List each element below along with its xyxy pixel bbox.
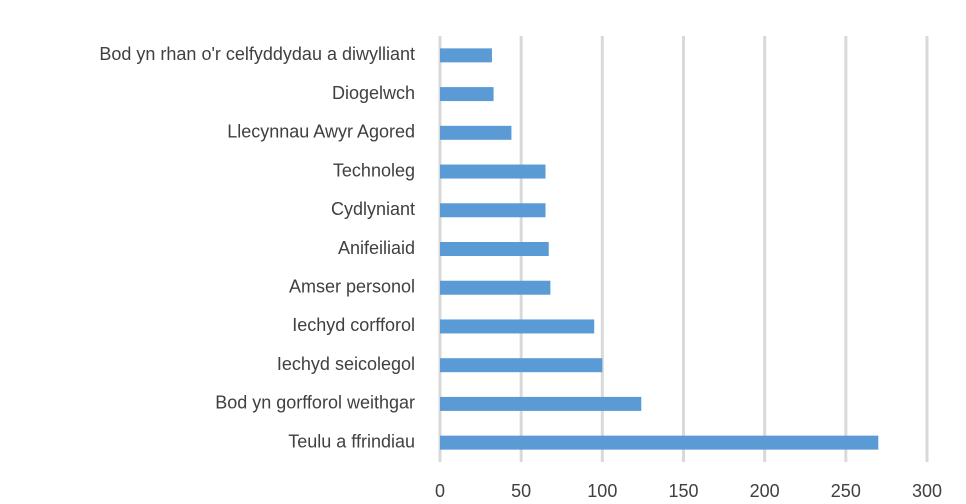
x-tick-label: 100 xyxy=(587,481,617,501)
bar xyxy=(440,87,494,102)
bar xyxy=(440,280,551,295)
x-tick-label: 300 xyxy=(912,481,942,501)
y-tick-label: Bod yn rhan o'r celfyddydau a diwylliant xyxy=(99,44,415,64)
bar xyxy=(440,125,512,140)
y-tick-label: Cydlyniant xyxy=(331,199,415,219)
y-tick-label: Teulu a ffrindiau xyxy=(288,431,415,451)
bar xyxy=(440,396,642,411)
bar xyxy=(440,319,595,334)
x-tick-label: 250 xyxy=(831,481,861,501)
y-tick-label: Bod yn gorfforol weithgar xyxy=(215,393,415,413)
bar xyxy=(440,203,546,218)
y-tick-label: Llecynnau Awyr Agored xyxy=(227,122,415,142)
y-tick-label: Anifeiliaid xyxy=(338,238,415,258)
y-tick-label: Technoleg xyxy=(333,160,415,180)
bar xyxy=(440,358,603,373)
x-tick-label: 50 xyxy=(511,481,531,501)
bar xyxy=(440,242,549,256)
y-tick-label: Iechyd seicolegol xyxy=(277,354,415,374)
y-tick-label: Diogelwch xyxy=(332,83,415,103)
bar xyxy=(440,48,492,63)
y-tick-label: Iechyd corfforol xyxy=(292,315,415,335)
x-tick-label: 0 xyxy=(435,481,445,501)
x-tick-label: 150 xyxy=(668,481,698,501)
bar xyxy=(440,164,546,179)
x-tick-label: 200 xyxy=(750,481,780,501)
bar xyxy=(440,435,879,450)
y-tick-label: Amser personol xyxy=(289,276,415,296)
